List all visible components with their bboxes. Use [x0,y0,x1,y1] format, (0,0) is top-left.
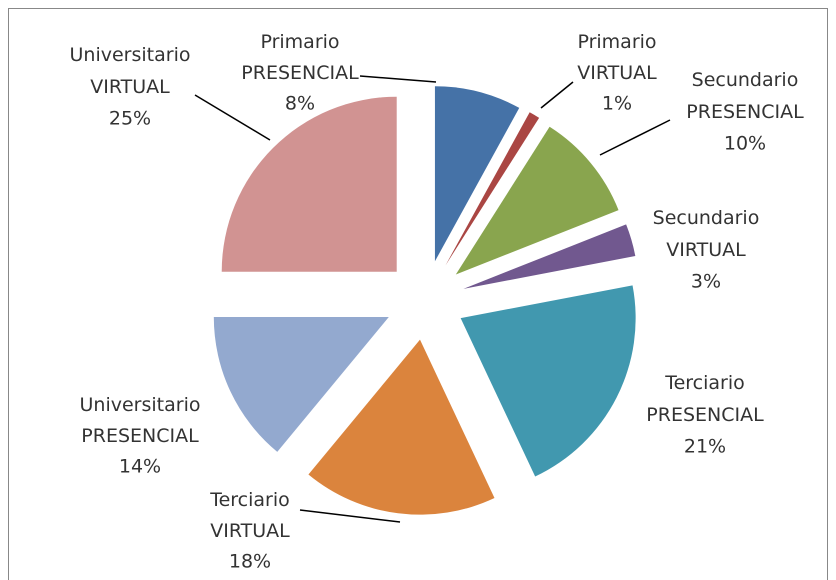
pie-slice [460,285,636,477]
data-label: Primario PRESENCIAL 8% [241,31,359,115]
pie-slice [463,224,636,289]
category-label: Primario VIRTUAL [577,31,657,84]
pie-slice [455,126,619,275]
data-label: Terciario PRESENCIAL 21% [646,372,764,458]
value-label: 18% [229,551,271,573]
category-label: Universitario VIRTUAL [70,44,191,98]
leader-line [299,509,401,523]
category-label: Secundario PRESENCIAL [686,69,804,123]
value-label: 21% [684,436,726,458]
pie-slice [445,112,540,266]
value-label: 3% [691,271,721,293]
pie-slice [213,317,389,452]
leader-line [540,81,574,109]
data-label: Secundario VIRTUAL 3% [653,207,760,293]
value-label: 1% [602,93,632,115]
data-label: Universitario PRESENCIAL 14% [80,394,201,478]
pie-slice [221,96,397,272]
leader-line [359,75,437,83]
category-label: Secundario VIRTUAL [653,207,760,261]
data-label: Primario VIRTUAL 1% [577,31,657,115]
data-label: Universitario VIRTUAL 25% [70,44,191,130]
category-label: Primario PRESENCIAL [241,31,359,84]
data-label: Secundario PRESENCIAL 10% [686,69,804,155]
leader-line [599,119,671,156]
value-label: 14% [119,456,161,478]
data-label: Terciario VIRTUAL 18% [209,489,290,573]
pie-slice [308,339,495,515]
value-label: 25% [109,108,151,130]
pie-slice [434,86,520,262]
category-label: Universitario PRESENCIAL [80,394,201,447]
value-label: 8% [285,93,315,115]
value-label: 10% [724,133,766,155]
category-label: Terciario PRESENCIAL [646,372,764,426]
category-label: Terciario VIRTUAL [209,489,290,542]
leader-line [194,94,271,141]
